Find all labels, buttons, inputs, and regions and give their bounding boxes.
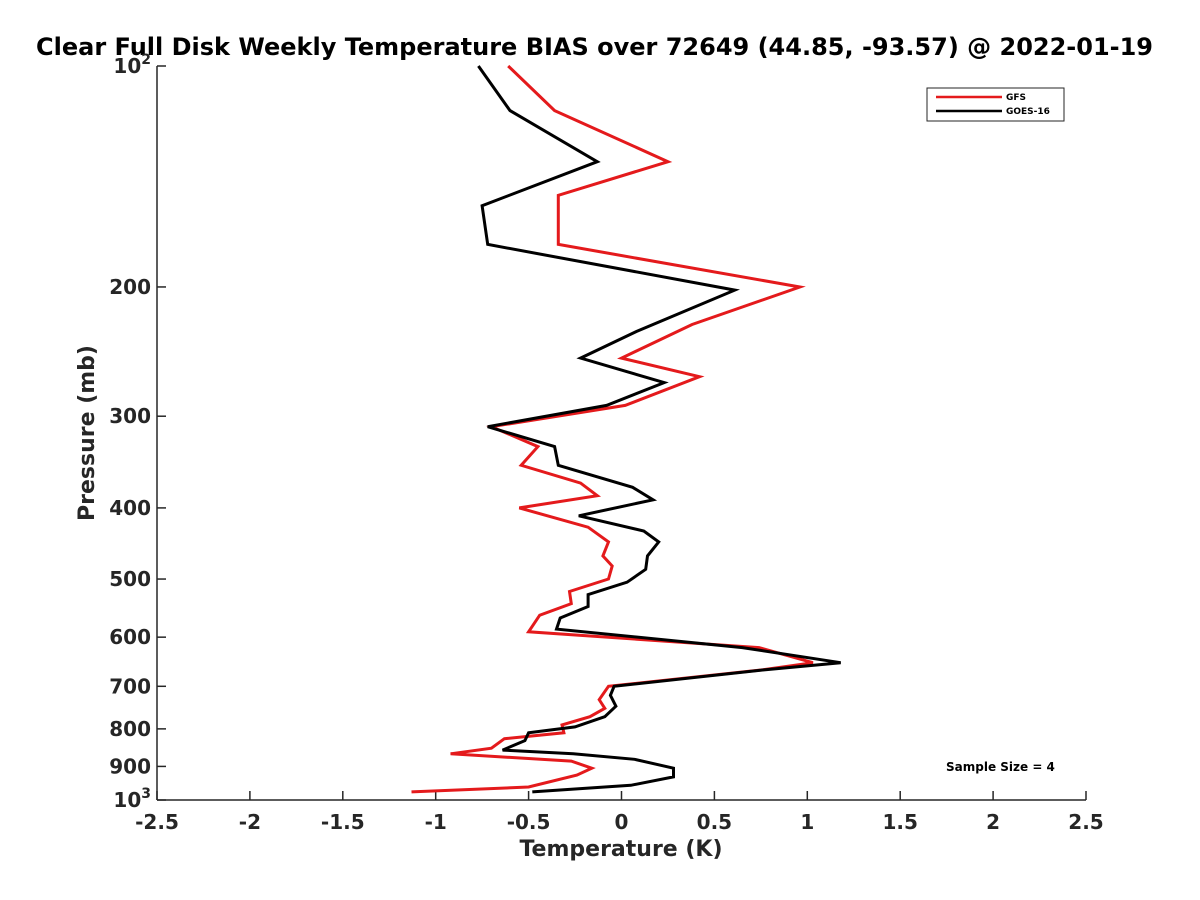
legend: GFS GOES-16 [926,87,1065,122]
chart-title: Clear Full Disk Weekly Temperature BIAS … [36,33,1153,61]
x-tick-label: 0.5 [697,810,732,834]
y-tick-exponent: 2 [141,52,151,68]
y-tick-label: 800 [109,717,151,741]
x-tick-label: -1 [425,810,447,834]
y-tick-base: 10 [113,788,141,812]
series-line-gfs [411,64,814,794]
y-tick-label: 500 [109,567,151,591]
y-tick-label: 200 [109,275,151,299]
x-tick-label: 2 [986,810,1000,834]
x-tick-label: -2.5 [135,810,179,834]
legend-label-gfs: GFS [1006,93,1026,103]
legend-label-goes16: GOES-16 [1006,107,1050,117]
x-tick-label: 1 [800,810,814,834]
y-tick-label: 900 [109,754,151,778]
y-tick-exponent: 3 [141,786,151,802]
legend-box [926,87,1065,122]
series-line-goes16 [477,65,841,794]
y-tick-label: 400 [109,496,151,520]
x-tick-label: -2 [239,810,261,834]
y-tick-label: 700 [109,674,151,698]
x-tick-label: -1.5 [321,810,365,834]
x-tick-label: 2.5 [1068,810,1103,834]
x-axis-label: Temperature (K) [519,837,722,862]
x-tick-label: -0.5 [507,810,551,834]
sample-size-annotation: Sample Size = 4 [946,760,1055,774]
y-tick-label: 300 [109,404,151,428]
x-tick-label: 0 [615,810,629,834]
plot-area: -2.5 -2 -1.5 -1 -0.5 0 0.5 1 1.5 2 2.5 10220030040… [109,52,1103,834]
x-axis-ticks: -2.5 -2 -1.5 -1 -0.5 0 0.5 1 1.5 2 2.5 [135,791,1104,834]
x-tick-label: 1.5 [882,810,917,834]
series-lines [411,64,841,794]
y-tick-label: 103 [113,786,151,812]
y-axis-label: Pressure (mb) [75,345,100,521]
y-tick-label: 102 [113,52,151,78]
y-tick-label: 600 [109,625,151,649]
y-tick-base: 10 [113,54,141,78]
